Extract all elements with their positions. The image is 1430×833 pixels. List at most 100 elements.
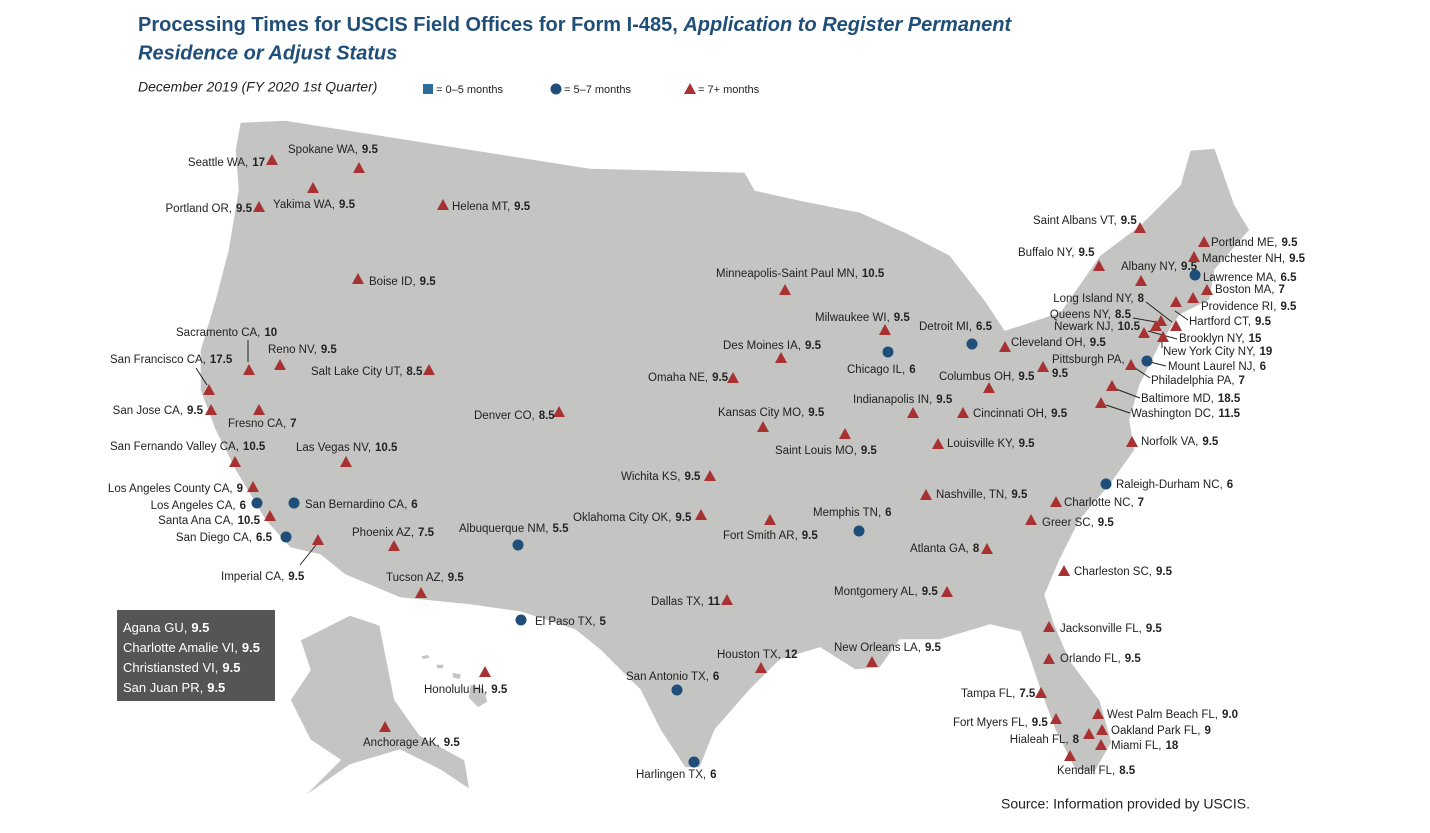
office-value: 6	[411, 499, 417, 511]
office-label: Anchorage AK, 9.5	[363, 737, 460, 749]
marker-triangle	[1096, 724, 1108, 735]
office-name: Harlingen TX,	[636, 769, 706, 781]
office-label: Spokane WA, 9.5	[288, 144, 378, 156]
office-name: Hartford CT,	[1189, 316, 1251, 328]
office: Imperial CA, 9.5	[221, 534, 324, 583]
office: Salt Lake City UT, 8.5	[311, 364, 435, 378]
office: Indianapolis IN, 9.5	[853, 394, 953, 418]
office-name: San Jose CA,	[113, 405, 183, 417]
office-name: Oakland Park FL,	[1111, 725, 1200, 737]
marker-triangle	[266, 154, 278, 165]
office: Anchorage AK, 9.5	[363, 721, 460, 749]
office: West Palm Beach FL, 9.0	[1092, 708, 1238, 721]
marker-circle	[966, 338, 978, 350]
marker-triangle	[1043, 653, 1055, 664]
office: Boston MA, 7	[1201, 284, 1285, 296]
leader-line	[1174, 310, 1189, 321]
office-name: Boston MA,	[1215, 284, 1274, 296]
office-label: Tucson AZ, 9.5	[386, 572, 464, 584]
office-name: Helena MT,	[452, 201, 510, 213]
office-label: Kansas City MO, 9.5	[718, 407, 825, 419]
office-label: Atlanta GA, 8	[910, 543, 980, 555]
marker-triangle	[247, 481, 259, 492]
office: Albany NY, 9.5	[1121, 261, 1198, 286]
marker-triangle	[1138, 327, 1150, 338]
office: Miami FL, 18	[1095, 739, 1179, 752]
marker-triangle	[253, 201, 265, 212]
office-label: Albany NY, 9.5	[1121, 261, 1198, 273]
office: Helena MT, 9.5	[437, 199, 531, 213]
office-name: Kendall FL,	[1057, 765, 1115, 777]
marker-triangle	[755, 662, 767, 673]
office-label: Helena MT, 9.5	[452, 201, 531, 213]
office-label: San Antonio TX, 6	[626, 671, 719, 683]
office-label: New Orleans LA, 9.5	[834, 642, 942, 654]
office-value: 5	[600, 616, 607, 628]
marker-square	[423, 84, 433, 94]
marker-triangle	[721, 594, 733, 605]
office-label: Baltimore MD, 18.5	[1141, 393, 1241, 405]
leader-line	[195, 367, 208, 386]
office: Phoenix AZ, 7.5	[352, 527, 435, 551]
source: Source: Information provided by USCIS.	[1001, 796, 1250, 812]
office-name: San Antonio TX,	[626, 671, 709, 683]
office: Oakland Park FL, 9	[1096, 724, 1211, 737]
office-value: 9.5	[1032, 717, 1049, 729]
office-label: Des Moines IA, 9.5	[723, 340, 822, 352]
office-value: 9.5	[1019, 438, 1036, 450]
marker-triangle	[437, 199, 449, 210]
office-name: Atlanta GA,	[910, 543, 969, 555]
office: Providence RI, 9.5	[1187, 292, 1297, 313]
office-value: 8.5	[406, 366, 423, 378]
office-name: Jacksonville FL,	[1060, 623, 1142, 635]
office-label: Montgomery AL, 9.5	[834, 586, 938, 598]
office-label: Pittsburgh PA, 9.5	[1052, 354, 1125, 380]
marker-triangle	[312, 534, 324, 545]
office: Santa Ana CA, 10.5	[158, 510, 276, 527]
office-name: Minneapolis-Saint Paul MN,	[716, 268, 858, 280]
office: Albuquerque NM, 5.5	[459, 523, 569, 551]
office-name: Manchester NH,	[1202, 253, 1285, 265]
office-name: Portland OR,	[166, 203, 232, 215]
office: Lawrence MA, 6.5	[1189, 269, 1297, 284]
office-label: San Jose CA, 9.5	[113, 405, 204, 417]
leader-line	[1149, 361, 1167, 367]
marker-triangle	[999, 341, 1011, 352]
office: San Bernardino CA, 6	[288, 497, 418, 511]
office-value: 9.5	[675, 512, 692, 524]
marker-circle	[882, 346, 894, 358]
marker-triangle	[340, 456, 352, 467]
office-label: San Fernando Valley CA, 10.5	[110, 441, 266, 453]
office-label: Hialeah FL, 8	[1010, 734, 1080, 746]
office-value: 8	[1073, 734, 1080, 746]
office-name: Mount Laurel NJ,	[1168, 361, 1256, 373]
office-value: 6.5	[256, 532, 273, 544]
office-label: El Paso TX, 5	[535, 616, 607, 628]
territory-label: San Juan PR, 9.5	[123, 680, 225, 695]
marker-circle	[251, 497, 263, 509]
office: Tampa FL, 7.5	[961, 687, 1047, 700]
office: Orlando FL, 9.5	[1043, 653, 1141, 665]
office-value: 18	[1165, 740, 1178, 752]
marker-triangle	[1050, 496, 1062, 507]
office-value: 10.5	[238, 515, 261, 527]
office: Dallas TX, 11	[651, 594, 733, 608]
office-label: Jacksonville FL, 9.5	[1060, 623, 1162, 635]
marker-triangle	[1035, 687, 1047, 698]
office: Cincinnati OH, 9.5	[957, 407, 1068, 420]
leader-line	[1115, 388, 1141, 399]
office-name: Wichita KS,	[621, 471, 680, 483]
office-value: 6	[1227, 479, 1233, 491]
marker-triangle	[981, 543, 993, 554]
office: Milwaukee WI, 9.5	[815, 312, 910, 335]
legend-label: = 0–5 months	[436, 84, 503, 96]
office-name: Buffalo NY,	[1018, 247, 1074, 259]
office-value: 9.5	[187, 405, 204, 417]
office-value: 9.5	[1090, 337, 1107, 349]
office-label: Nashville, TN, 9.5	[936, 489, 1028, 501]
marker-triangle	[1092, 708, 1104, 719]
office: Des Moines IA, 9.5	[723, 340, 822, 363]
marker-triangle	[1025, 514, 1037, 525]
office-value: 11	[708, 596, 721, 608]
office-name: Lawrence MA,	[1203, 272, 1277, 284]
